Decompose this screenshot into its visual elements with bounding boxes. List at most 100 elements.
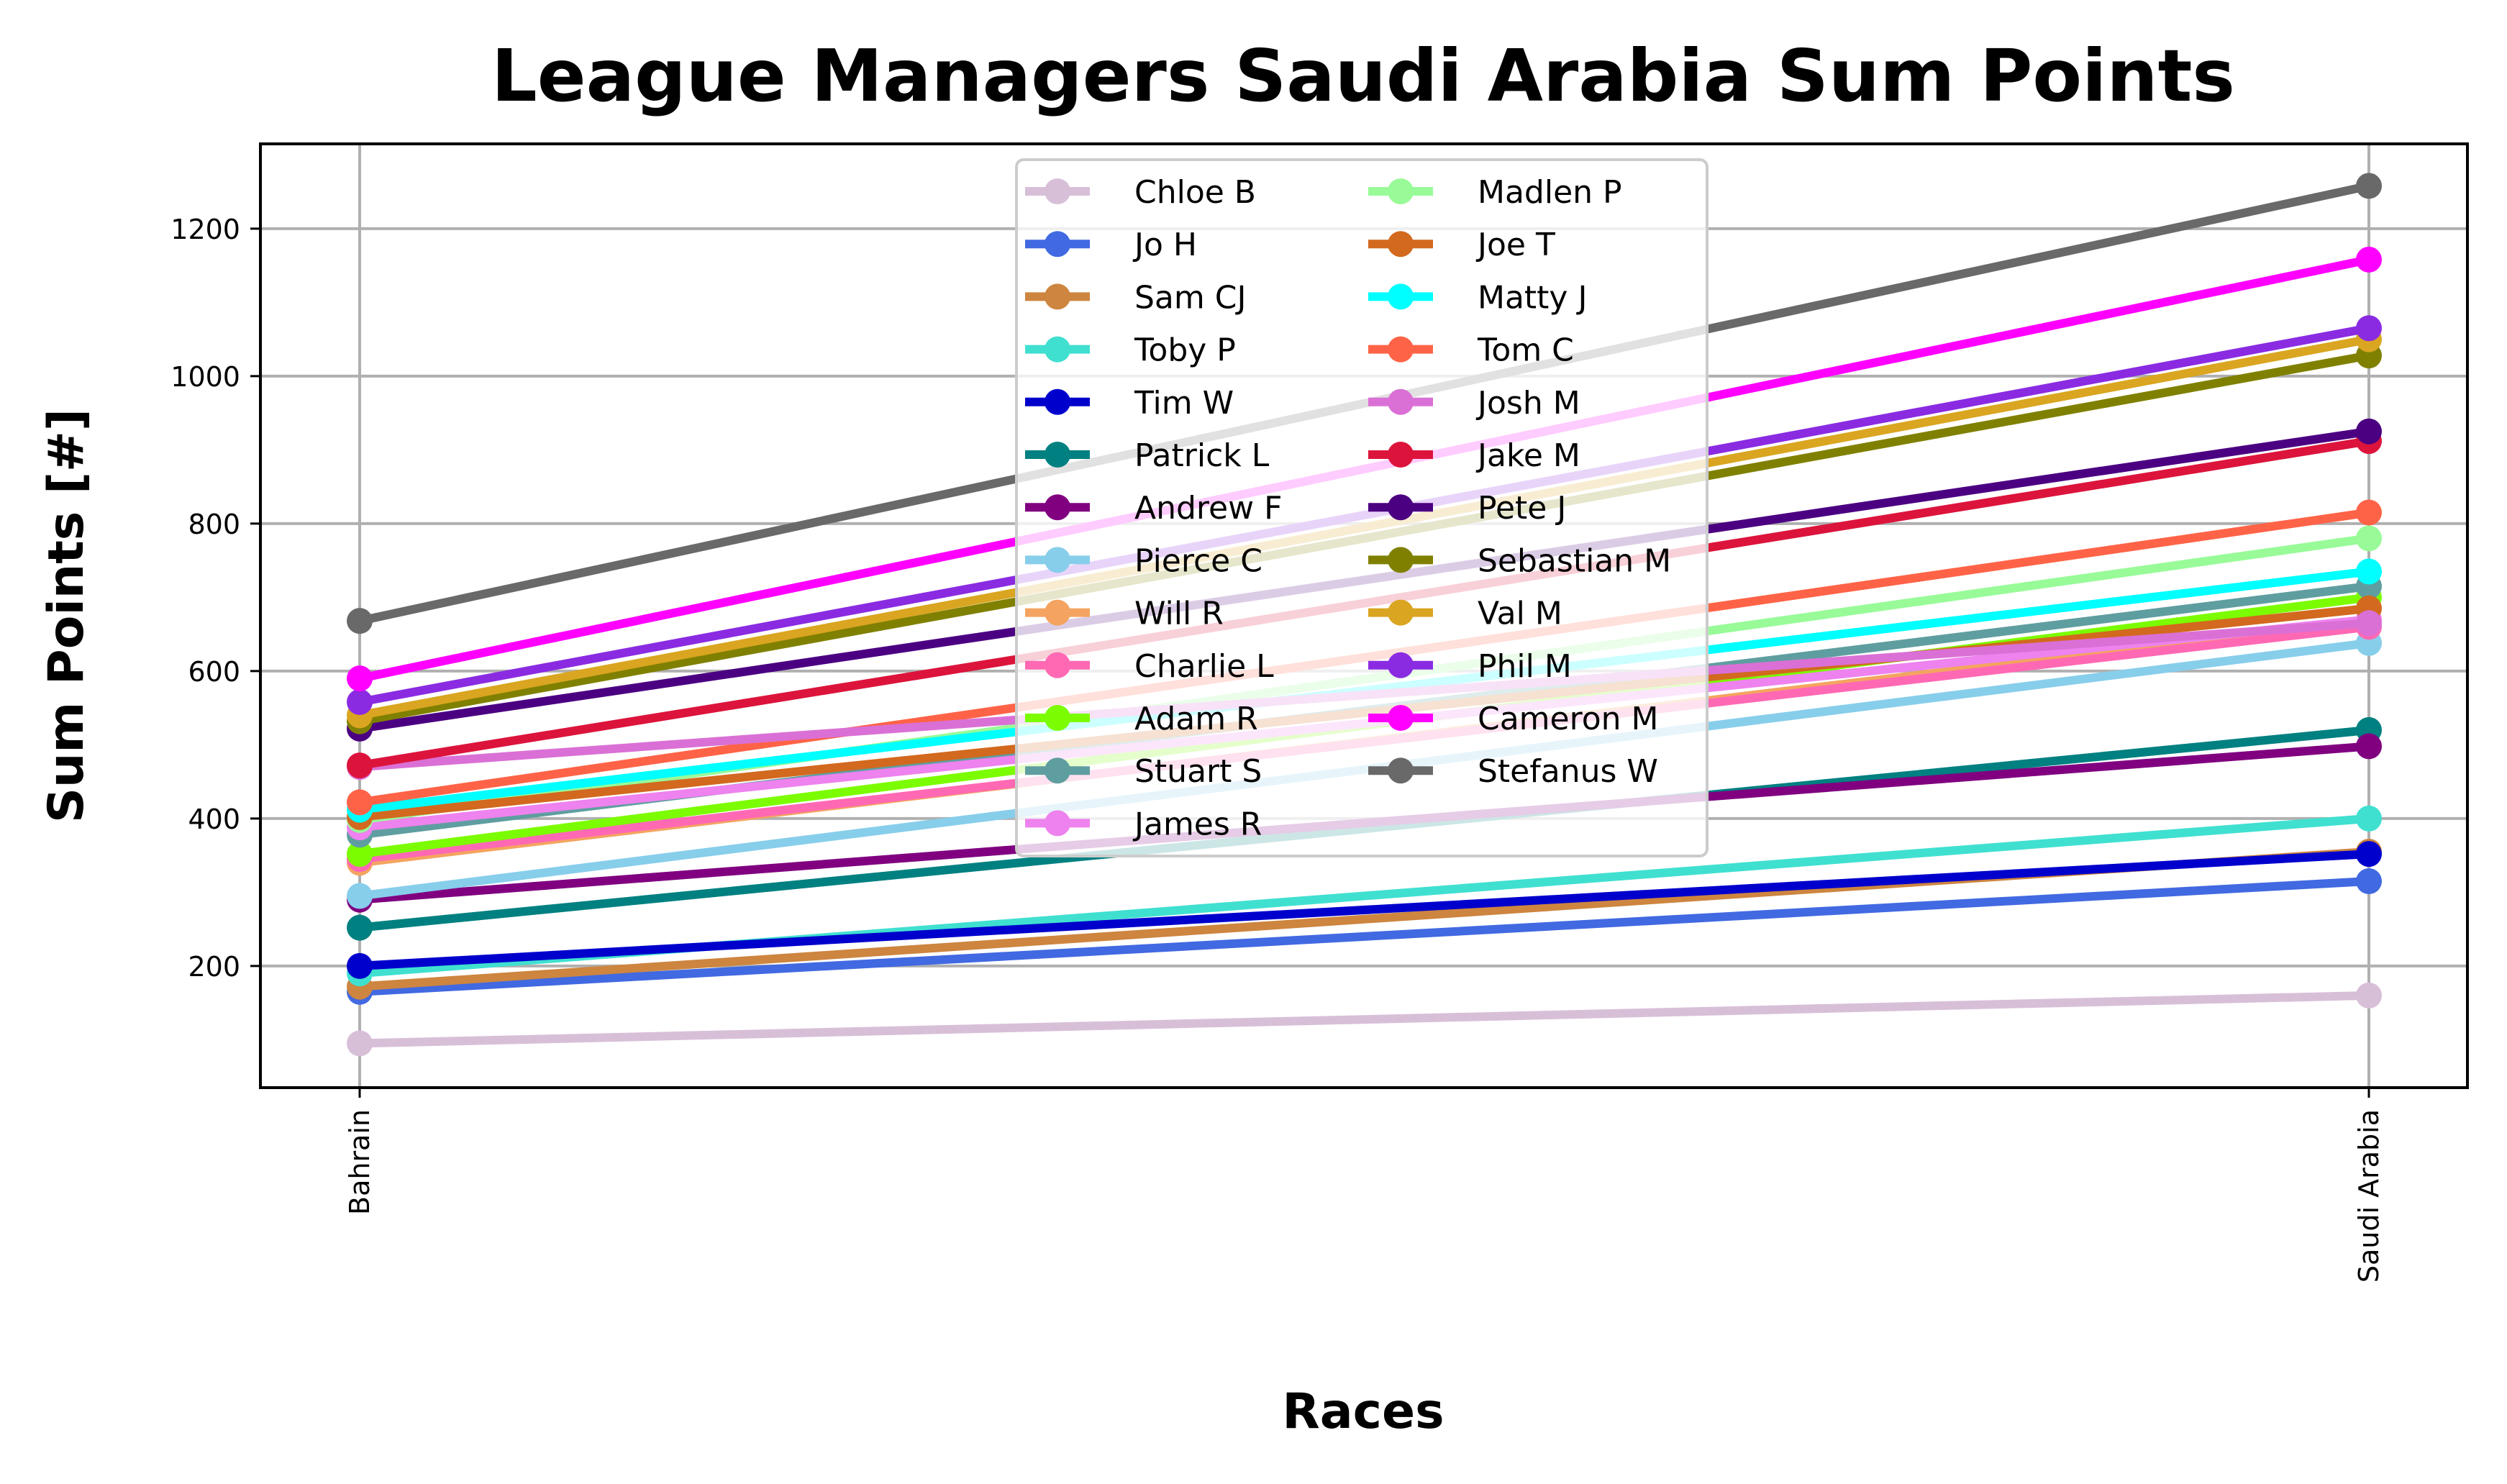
data-point [2356,246,2382,273]
legend-marker [1388,547,1414,573]
data-point [347,1030,373,1057]
data-point [2356,418,2382,445]
data-point [2356,805,2382,832]
legend-item: Chloe B [1025,174,1256,211]
data-point [2356,525,2382,552]
legend-item: Pierce C [1025,542,1262,579]
legend-label: Val M [1478,596,1562,632]
plot-frame [259,142,2469,1089]
y-tick-label: 1000 [170,361,240,393]
legend-label: Madlen P [1478,174,1622,211]
legend-marker [1388,652,1414,678]
legend-marker [1388,178,1414,204]
data-point [347,883,373,909]
legend-item: Joe T [1368,227,1555,263]
legend-marker [1045,705,1070,731]
legend-label: Will R [1134,596,1224,632]
legend-label: James R [1132,806,1262,842]
legend-item: Cameron M [1368,701,1659,737]
data-point [2356,610,2382,637]
y-tick-label: 400 [188,804,240,835]
data-point [347,952,373,979]
series-chloe-b [347,982,2382,1057]
y-tick-label: 800 [188,509,240,540]
legend-label: Chloe B [1134,174,1256,211]
legend-item: Stefanus W [1368,753,1658,790]
legend-marker [1045,231,1070,258]
legend-item: Josh M [1368,385,1580,422]
legend-marker [1045,336,1070,363]
legend-label: Joe T [1475,227,1555,263]
legend-item: Tim W [1025,385,1234,422]
x-axis-ticks: Bahrain Saudi Arabia [344,1088,2385,1283]
legend-marker [1388,283,1414,310]
legend-label: Jo H [1132,227,1197,263]
legend-item: Jo H [1025,227,1197,263]
legend-label: Jake M [1475,437,1580,474]
series-line [359,850,2370,970]
data-point [2356,733,2382,760]
legend-marker [1045,442,1070,468]
legend-item: James R [1025,806,1262,842]
legend-label: Sebastian M [1478,542,1671,579]
legend-marker [1388,336,1414,363]
legend-label: Pete J [1478,490,1566,527]
legend-item: Stuart S [1025,753,1262,790]
data-point [2356,173,2382,199]
data-point [2356,499,2382,526]
x-tick-label: Saudi Arabia [2353,1109,2385,1283]
legend-label: Tim W [1134,385,1234,422]
legend-item: Tom C [1368,332,1574,369]
data-point [347,608,373,634]
legend-label: Patrick L [1134,437,1270,474]
legend-marker [1388,442,1414,468]
legend-item: Pete J [1368,490,1566,527]
legend-marker [1045,178,1070,204]
legend-marker [1388,757,1414,784]
legend-label: Charlie L [1134,648,1274,685]
legend-label: Phil M [1478,648,1572,685]
legend-marker [1045,757,1070,784]
legend-marker [1388,231,1414,258]
legend-marker [1045,283,1070,310]
x-tick-label: Bahrain [344,1109,376,1215]
series-line [359,877,2370,996]
legend-label: Andrew F [1134,490,1282,527]
data-point [347,688,373,715]
legend-label: Toby P [1134,332,1236,369]
data-point [2356,558,2382,585]
legend-marker [1388,494,1414,521]
legend-marker [1045,547,1070,573]
legend-item: Val M [1368,596,1562,632]
legend-label: Adam R [1134,701,1258,737]
legend-label: Josh M [1475,385,1580,422]
legend-label: Pierce C [1134,542,1262,579]
legend-item: Charlie L [1025,648,1274,685]
legend-label: Stuart S [1134,753,1262,790]
data-point [2356,841,2382,868]
legend-marker [1045,810,1070,837]
legend-item: Sebastian M [1368,542,1671,579]
legend-item: Matty J [1368,279,1587,316]
y-axis-ticks: 200 400 600 800 1000 1200 [170,214,260,983]
legend-item: Phil M [1368,648,1572,685]
data-point [347,665,373,692]
data-point [347,841,373,868]
legend-label: Stefanus W [1478,753,1658,790]
legend-item: Madlen P [1368,174,1622,211]
data-point [2356,868,2382,894]
data-point [347,789,373,816]
legend-label: Tom C [1477,332,1574,369]
legend-item: Patrick L [1025,437,1270,474]
legend: Chloe B Jo H Sam CJ Toby P Tim W Patrick L And… [1015,158,1709,857]
legend-label: Cameron M [1478,701,1659,737]
legend-marker [1388,705,1414,731]
data-point [2356,315,2382,342]
legend-marker [1045,494,1070,521]
legend-item: Adam R [1025,701,1258,737]
y-tick-label: 1200 [170,214,240,245]
legend-marker [1388,388,1414,415]
series-line [359,991,2370,1048]
legend-marker [1388,599,1414,626]
legend-item: Sam CJ [1025,279,1246,316]
